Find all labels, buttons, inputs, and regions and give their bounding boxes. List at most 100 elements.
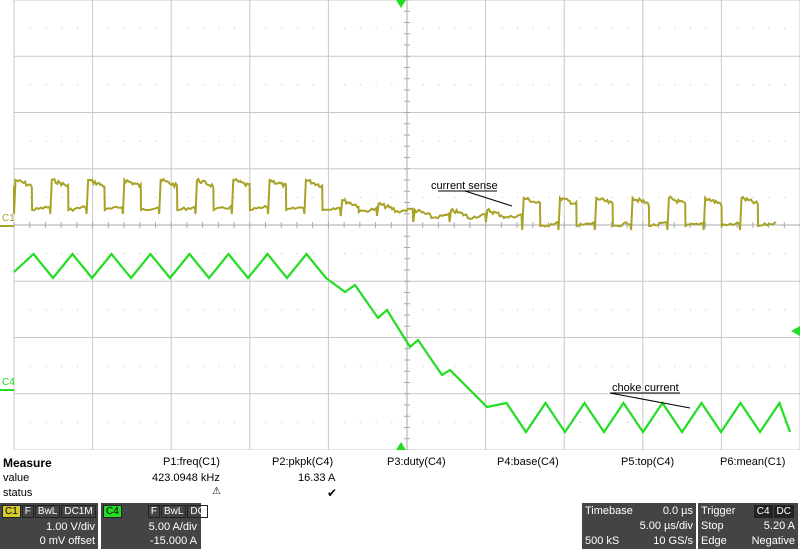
grid-dot — [674, 196, 676, 198]
grid-dot — [281, 196, 283, 198]
measure-row-status: status — [3, 487, 33, 499]
grid-dot — [391, 365, 393, 367]
param-p2-label[interactable]: P2:pkpk(C4) — [272, 456, 334, 468]
grid-dot — [658, 28, 660, 30]
timebase-box[interactable]: Timebase 0.0 µs 5.00 µs/div 500 kS 10 GS… — [582, 503, 696, 549]
grid-dot — [737, 196, 739, 198]
grid-dot — [658, 196, 660, 198]
grid-dot — [689, 309, 691, 311]
grid-dot — [674, 140, 676, 142]
param-p1-label[interactable]: P1:freq(C1) — [163, 456, 220, 468]
timebase-samples: 500 kS — [585, 535, 620, 547]
grid-dot — [532, 309, 534, 311]
grid-dot — [438, 140, 440, 142]
grid-dot — [548, 28, 550, 30]
grid-dot — [281, 365, 283, 367]
grid-dot — [281, 28, 283, 30]
grid-dot — [265, 196, 267, 198]
grid-dot — [658, 365, 660, 367]
grid-dot — [674, 253, 676, 255]
trigger-time-marker-bottom — [396, 442, 406, 450]
grid-dot — [45, 28, 47, 30]
grid-dot — [422, 365, 424, 367]
grid-dot — [29, 28, 31, 30]
grid-dot — [611, 309, 613, 311]
c4-channel-box[interactable]: C4 F BwL DC 5.00 A/div -15.000 A — [101, 503, 208, 549]
grid-dot — [45, 84, 47, 86]
c4-marker-label: C4 — [2, 377, 15, 388]
grid-dot — [124, 365, 126, 367]
grid-dot — [768, 365, 770, 367]
c4-offset: -15.000 A — [149, 535, 197, 547]
trigger-mode: Stop — [701, 520, 724, 532]
param-p4-label[interactable]: P4:base(C4) — [497, 456, 559, 468]
grid-dot — [501, 84, 503, 86]
grid-dot — [344, 196, 346, 198]
grid-dot — [768, 309, 770, 311]
grid-dot — [375, 309, 377, 311]
grid-dot — [469, 140, 471, 142]
grid-dot — [438, 421, 440, 423]
grid-dot — [737, 309, 739, 311]
grid-dot — [61, 84, 63, 86]
grid-dot — [579, 365, 581, 367]
grid-dot — [186, 196, 188, 198]
grid-dot — [752, 84, 754, 86]
trigger-type: Edge — [701, 535, 727, 547]
grid-dot — [501, 365, 503, 367]
grid-dot — [61, 196, 63, 198]
grid-dot — [139, 421, 141, 423]
grid-dot — [595, 421, 597, 423]
center-axes — [13, 0, 800, 450]
grid-dot — [312, 28, 314, 30]
grid-dot — [517, 253, 519, 255]
grid-dot — [45, 365, 47, 367]
grid-dot — [344, 28, 346, 30]
grid-dot — [737, 253, 739, 255]
grid-dot — [579, 421, 581, 423]
grid-dot — [155, 421, 157, 423]
grid-dot — [689, 84, 691, 86]
grid-dot — [76, 421, 78, 423]
grid-dot — [705, 84, 707, 86]
grid-dot — [737, 421, 739, 423]
param-p1-value: 423.0948 kHz — [152, 472, 220, 484]
grid-dot — [768, 84, 770, 86]
grid-dot — [454, 28, 456, 30]
grid-dot — [768, 421, 770, 423]
grid-dot — [155, 196, 157, 198]
grid-dot — [61, 309, 63, 311]
grid-dot — [689, 365, 691, 367]
grid-dot — [532, 253, 534, 255]
param-p3-label[interactable]: P3:duty(C4) — [387, 456, 446, 468]
grid-dot — [234, 421, 236, 423]
trigger-box[interactable]: Trigger C4 DC Stop 5.20 A Edge Negative — [698, 503, 798, 549]
grid-dot — [186, 365, 188, 367]
grid-dot — [344, 309, 346, 311]
grid-dot — [391, 253, 393, 255]
grid-dot — [784, 421, 786, 423]
grid-dot — [265, 421, 267, 423]
grid-dot — [202, 421, 204, 423]
c4-trace-choke-current — [13, 252, 792, 434]
grid-dot — [296, 196, 298, 198]
c1-channel-box[interactable]: C1 F BwL DC1M 1.00 V/div 0 mV offset — [0, 503, 98, 549]
grid-dot — [737, 140, 739, 142]
grid-dot — [312, 84, 314, 86]
trigger-source-tag: C4 — [753, 505, 773, 518]
grid-dot — [186, 84, 188, 86]
grid-dot — [218, 196, 220, 198]
grid-dot — [234, 140, 236, 142]
param-p6-label[interactable]: P6:mean(C1) — [720, 456, 786, 468]
trigger-coupling-tag: DC — [773, 505, 794, 518]
grid-dot — [359, 140, 361, 142]
grid-dot — [359, 253, 361, 255]
grid-dot — [768, 253, 770, 255]
c4-marker: C4 — [0, 377, 15, 391]
grid-dot — [359, 84, 361, 86]
grid-dot — [752, 140, 754, 142]
grid-dot — [438, 309, 440, 311]
c4-tag-f: F — [147, 505, 160, 518]
param-p5-label[interactable]: P5:top(C4) — [621, 456, 675, 468]
grid-dot — [611, 253, 613, 255]
